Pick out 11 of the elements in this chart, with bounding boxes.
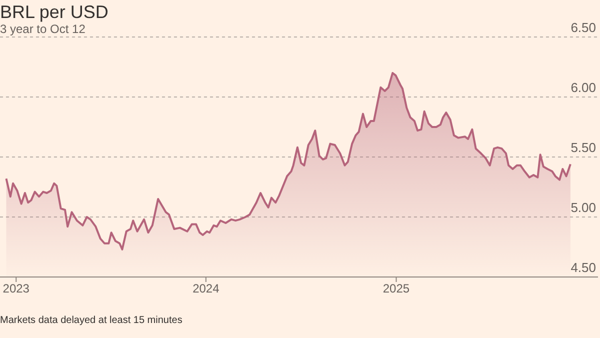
y-tick-label: 6.00 (570, 80, 596, 95)
chart-subtitle: 3 year to Oct 12 (0, 22, 86, 36)
x-tick-label: 2024 (192, 282, 220, 296)
y-tick-label: 6.50 (570, 20, 596, 35)
y-tick-label: 5.00 (570, 200, 596, 215)
chart-title: BRL per USD (0, 2, 108, 23)
y-tick-label: 5.50 (570, 140, 596, 155)
y-tick-label: 4.50 (570, 260, 596, 275)
x-tick-label: 2025 (382, 282, 410, 296)
x-tick-label: 2023 (2, 282, 30, 296)
text: Markets data delayed at least 15 minutes (0, 315, 182, 326)
